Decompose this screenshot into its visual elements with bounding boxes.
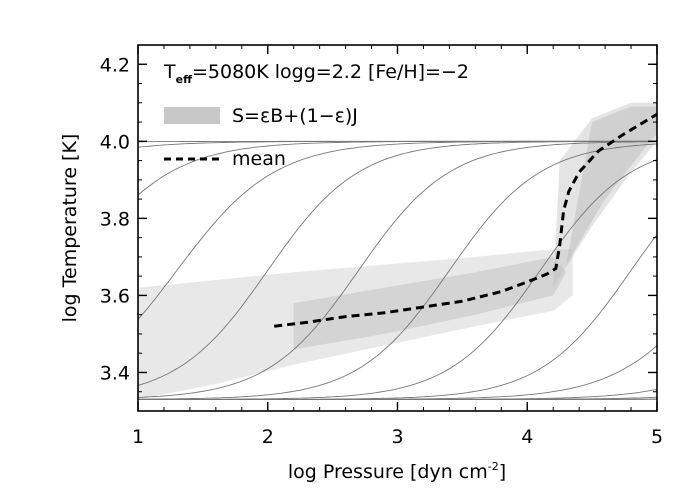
density-shading (138, 102, 657, 400)
y-axis-title: log Temperature [K] (59, 134, 81, 323)
x-tick-label: 3 (391, 426, 403, 448)
x-tick-label: 5 (651, 426, 663, 448)
y-tick-label: 3.4 (100, 362, 130, 384)
legend-label-source-function: S=εB+(1−ε)J (232, 105, 358, 127)
contour-line (138, 141, 657, 398)
contour-lines (138, 140, 657, 400)
legend: S=εB+(1−ε)J mean (164, 105, 358, 170)
x-tick-label: 2 (262, 426, 274, 448)
y-axis: 3.4 3.6 3.8 4.0 4.2 (100, 44, 657, 412)
density-region (138, 249, 573, 400)
y-tick-label: 4.0 (100, 131, 130, 153)
series-layer (274, 113, 657, 328)
contour-line (138, 140, 657, 386)
y-tick-label: 3.6 (100, 285, 130, 307)
y-tick-label: 4.2 (100, 54, 130, 76)
legend-swatch-band (164, 107, 220, 124)
x-axis-title: log Pressure [dyn cm-2] (288, 460, 506, 483)
y-tick-label: 3.8 (100, 208, 130, 230)
density-region (293, 256, 567, 350)
contour-line (138, 143, 657, 400)
series-line-mean (274, 113, 657, 328)
x-axis: 1 2 3 4 5 (132, 45, 663, 448)
chart-annotation: Teff=5080K logg=2.2 [Fe/H]=−2 (163, 61, 469, 86)
legend-label-mean: mean (232, 148, 286, 170)
x-tick-label: 1 (132, 426, 144, 448)
x-tick-label: 4 (521, 426, 533, 448)
